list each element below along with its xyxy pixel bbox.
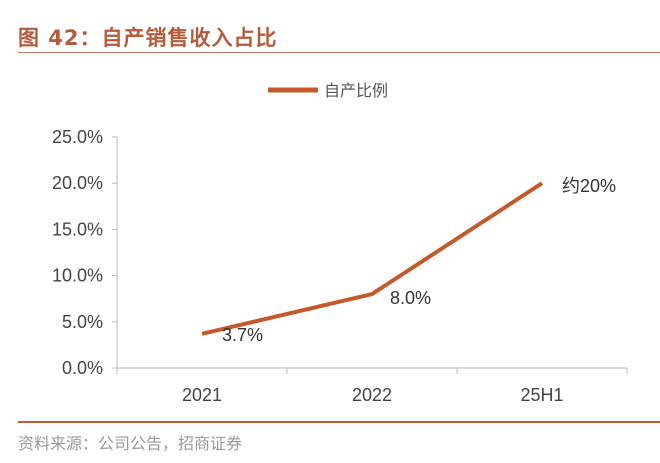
source-divider — [18, 421, 660, 423]
x-tick-label: 25H1 — [520, 385, 563, 405]
x-tick-label: 2021 — [182, 385, 222, 405]
figure-title: 图 42：自产销售收入占比 — [18, 26, 278, 50]
y-tick-label: 25.0% — [52, 127, 103, 147]
x-tick-label: 2022 — [352, 385, 392, 405]
y-tick-label: 5.0% — [62, 312, 103, 332]
y-tick-label: 10.0% — [52, 266, 103, 286]
legend-label: 自产比例 — [324, 81, 388, 100]
y-tick-label: 20.0% — [52, 173, 103, 193]
data-label: 3.7% — [222, 325, 263, 345]
y-tick-label: 0.0% — [62, 358, 103, 378]
title-divider — [18, 52, 660, 53]
data-label: 约20% — [562, 176, 616, 196]
data-label: 8.0% — [390, 288, 431, 308]
y-tick-label: 15.0% — [52, 219, 103, 239]
source-note: 资料来源：公司公告，招商证券 — [18, 434, 243, 453]
series-line — [201, 181, 544, 336]
